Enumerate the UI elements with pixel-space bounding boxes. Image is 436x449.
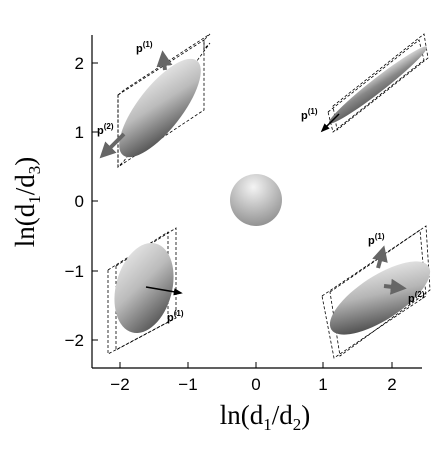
dashed-box [327, 39, 425, 133]
ellipsoid-shape [114, 242, 174, 334]
p1-label: p(1) [136, 40, 153, 55]
ellipsoid-bottom-right: p(1) p(2) [321, 225, 431, 359]
x-tick-label: 2 [387, 375, 396, 394]
dashed-box [332, 33, 429, 131]
dashed-box [117, 39, 205, 168]
x-tick-label: −2 [110, 375, 129, 394]
x-tick-label: 0 [251, 375, 260, 394]
ellipsoid-bottom-left: p(1) [107, 227, 184, 355]
p2-arrow [99, 132, 126, 159]
p1-label: p(1) [301, 107, 318, 122]
p2-label: p(2) [97, 122, 114, 137]
x-tick-label: 1 [318, 375, 327, 394]
x-axis-label: ln(d1/d2) [220, 400, 311, 434]
ellipsoid-top-left: p(1) p(2) [97, 33, 211, 168]
axes: 2 1 0 −1 −2 −2 −1 0 1 2 [65, 35, 422, 394]
p2-label: p(2) [408, 290, 425, 305]
center-sphere [230, 174, 282, 226]
y-tick-label: −2 [65, 331, 84, 350]
dashed-box [329, 225, 431, 357]
p1-label: p(1) [167, 309, 184, 324]
y-tick-label: 0 [75, 192, 84, 211]
p2-arrow [383, 278, 407, 295]
y-axis-label: ln(d1/d3) [10, 157, 44, 248]
y-tick-label: 2 [75, 54, 84, 73]
y-tick-label: 1 [75, 123, 84, 142]
x-tick-label: −1 [178, 375, 197, 394]
p1-arrow [320, 113, 340, 133]
dashed-box [115, 227, 177, 351]
p1-arrow [156, 50, 173, 71]
p1-arrow [145, 286, 183, 296]
dashed-box [321, 229, 427, 359]
ellipsoid-shape [328, 46, 428, 124]
ellipsoid-shape [119, 58, 201, 158]
ellipsoid-top-right: p(1) [301, 33, 429, 133]
p1-arrow [372, 245, 388, 269]
p1-label: p(1) [368, 232, 385, 247]
y-tick-label: −1 [65, 262, 84, 281]
